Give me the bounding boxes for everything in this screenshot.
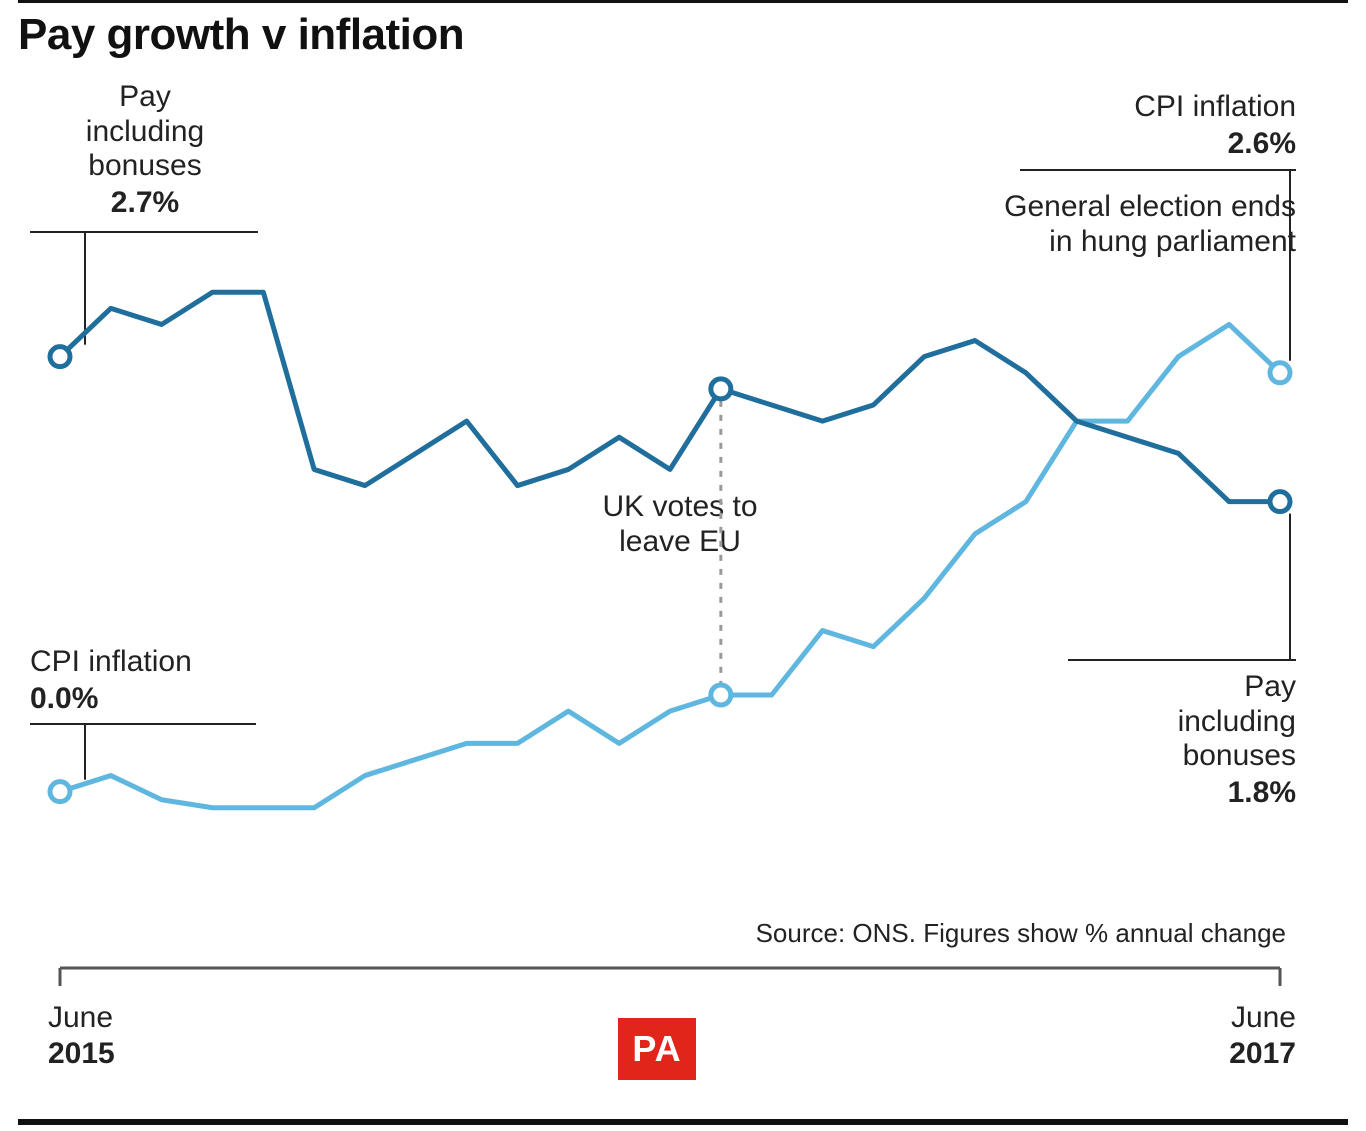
bottom-rule — [18, 1119, 1348, 1125]
xaxis-start-label: June 2015 — [48, 1000, 115, 1072]
chart-svg — [0, 0, 1366, 1131]
chart-container: Pay growth v inflation Payincludingbonus… — [0, 0, 1366, 1131]
source-note: Source: ONS. Figures show % annual chang… — [756, 918, 1286, 949]
pa-logo: PA — [618, 1018, 696, 1080]
xaxis-end-label: June 2017 — [1229, 1000, 1296, 1072]
